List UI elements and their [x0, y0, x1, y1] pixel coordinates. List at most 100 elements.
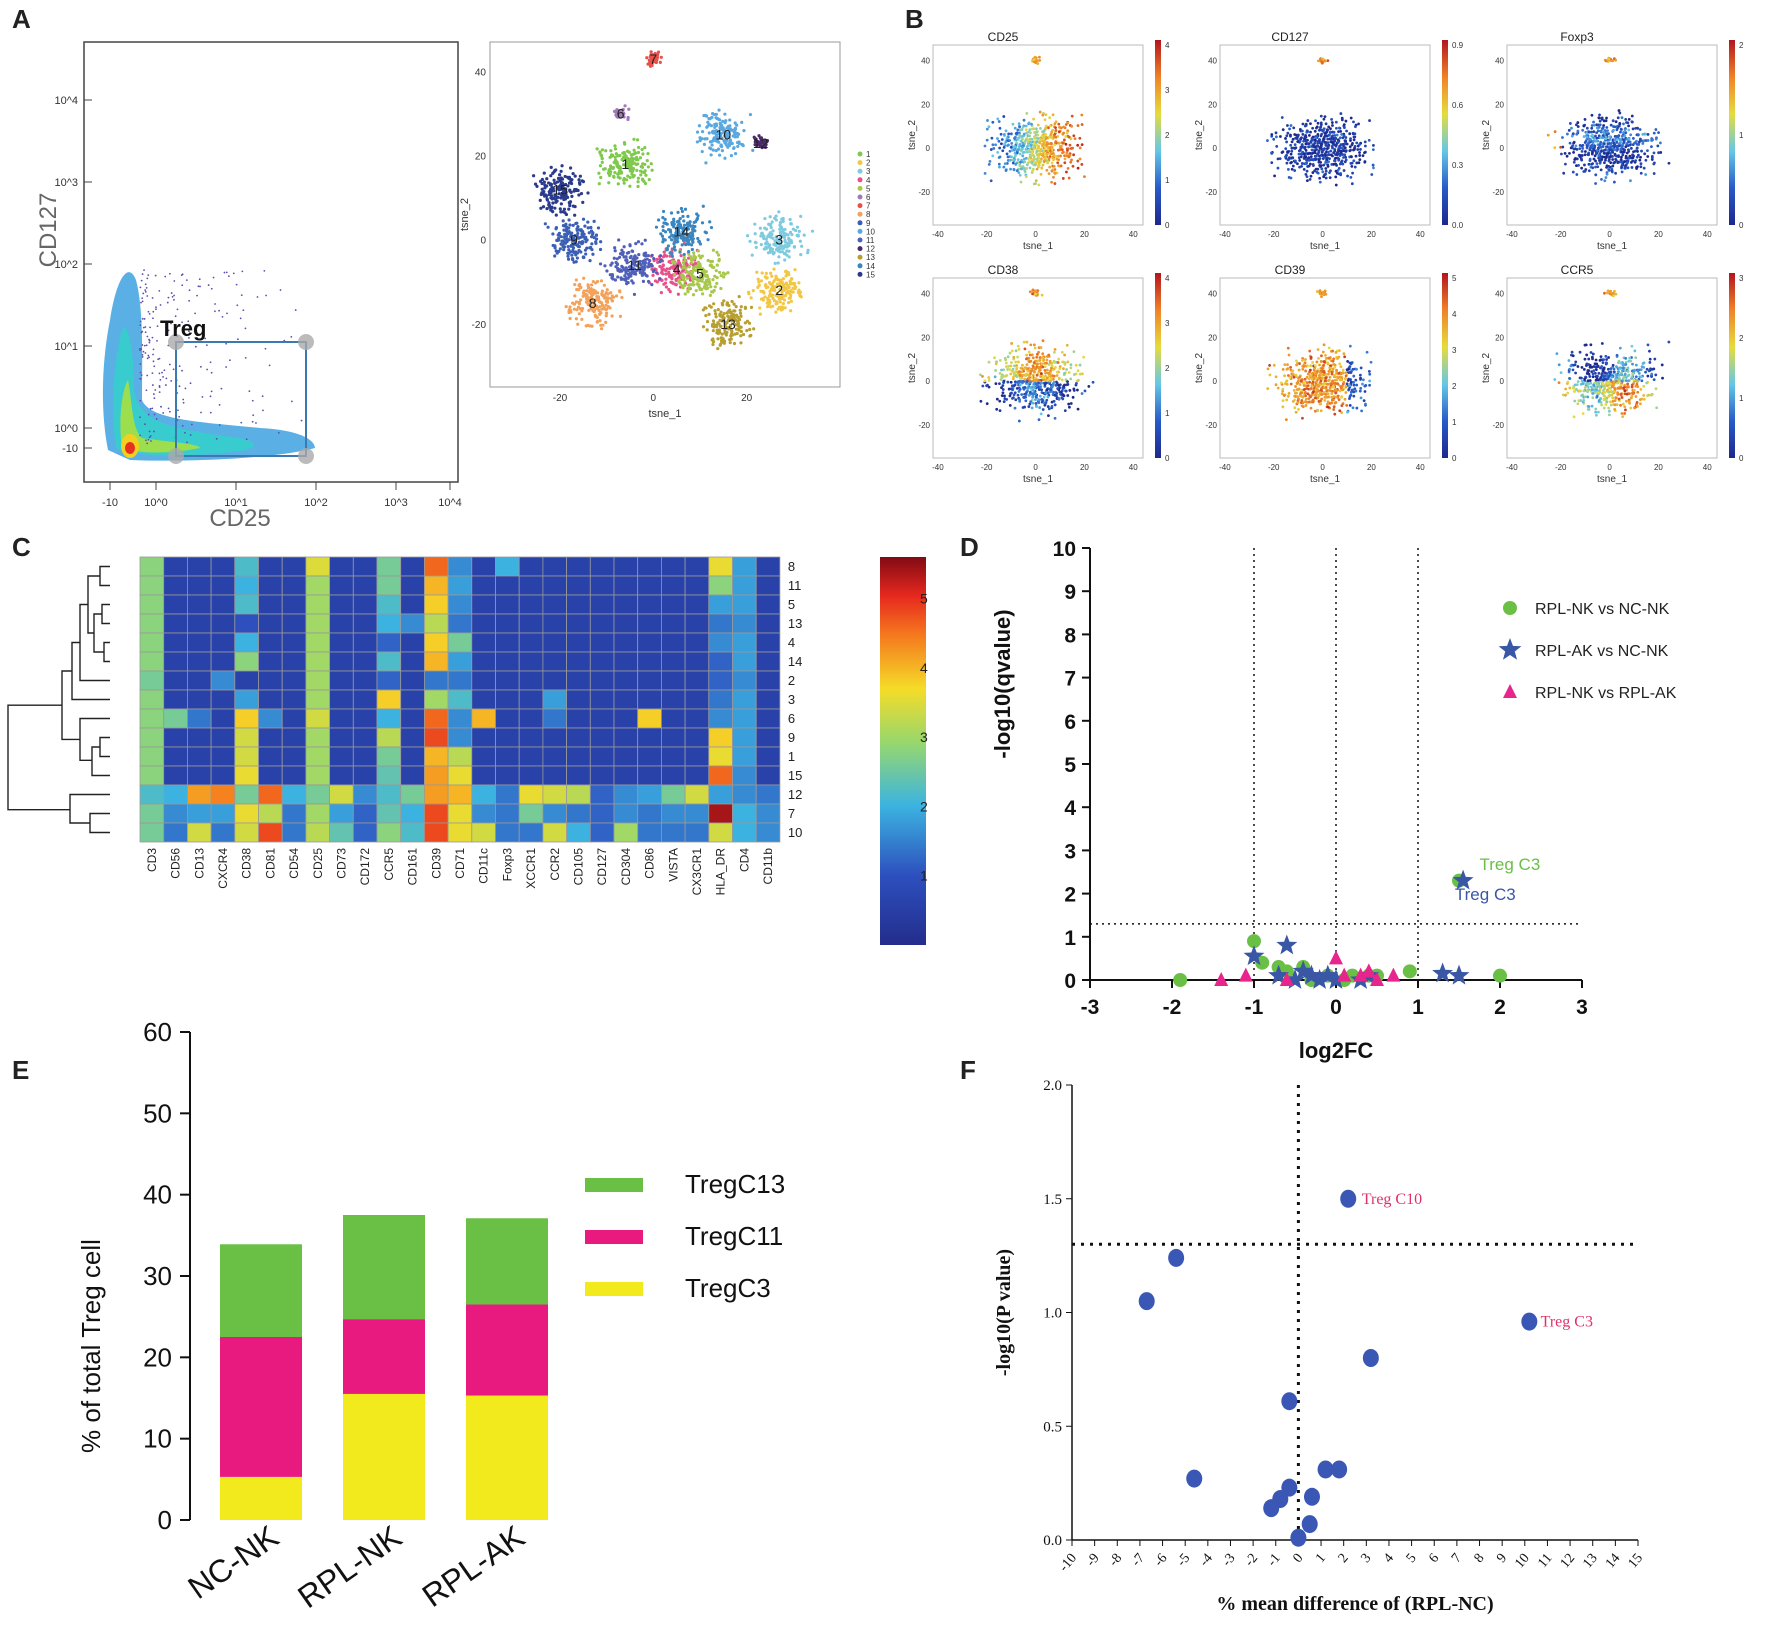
tsne-point [1296, 401, 1300, 405]
event-dot [210, 390, 213, 393]
flow-density-cloud [102, 272, 316, 461]
tsne-point [1333, 159, 1336, 163]
tsne-point [1635, 165, 1638, 169]
tsne-point [1335, 133, 1339, 137]
cluster-point [596, 226, 601, 230]
tsne-point [1321, 350, 1325, 354]
cluster-point [615, 257, 619, 261]
gate-handle-tl[interactable] [168, 334, 184, 350]
tsne-point [1063, 409, 1067, 413]
cluster-point [690, 247, 694, 252]
treg-gate[interactable] [175, 341, 307, 457]
tsne-point [1289, 143, 1293, 147]
colorbar-tick: 4 [1165, 41, 1170, 50]
cluster-point [646, 165, 650, 169]
gate-label: Treg [160, 316, 206, 341]
tsne-point [1332, 408, 1336, 411]
cluster-point [662, 282, 666, 286]
cluster-point [604, 299, 608, 303]
tsne-point [1319, 164, 1323, 168]
tsne-point [1001, 149, 1005, 153]
tsne-point [1053, 168, 1057, 171]
tsne-point [1319, 409, 1323, 413]
cluster-point [622, 115, 626, 119]
cluster-point [768, 235, 772, 239]
tsne-point [1072, 387, 1076, 391]
tsne-point [1601, 134, 1605, 138]
cluster-point [628, 243, 632, 247]
cluster-point [611, 166, 615, 170]
tsne-point [1324, 131, 1328, 135]
cluster-point [579, 191, 584, 196]
tsne-point [1312, 143, 1315, 147]
tsne-point [1031, 356, 1035, 360]
cluster-point [589, 283, 594, 287]
cluster-point [682, 219, 686, 223]
event-dot [171, 295, 174, 298]
cluster-point [612, 160, 616, 165]
cluster-point [691, 224, 695, 228]
event-dot [242, 309, 245, 312]
tsne-point [1620, 160, 1624, 164]
cluster-point [726, 271, 730, 275]
cluster-point [732, 130, 736, 134]
cluster-point [567, 207, 571, 211]
cluster-point [719, 144, 723, 148]
gate-handle-br[interactable] [298, 448, 314, 464]
tsne-point [1608, 151, 1612, 155]
tsne-point [1018, 173, 1022, 177]
tsne-point [1022, 340, 1026, 344]
cluster-point [665, 267, 669, 271]
tsne-point [1025, 366, 1029, 370]
tsne-point [1008, 351, 1012, 355]
tsne-point [1575, 123, 1578, 127]
tsne-point [1608, 135, 1612, 139]
gate-handle-bl[interactable] [168, 448, 184, 464]
tsne-point [1619, 147, 1623, 151]
cluster-point [783, 306, 787, 310]
tsne-point [1285, 379, 1289, 383]
event-dot [147, 274, 150, 277]
event-dot [155, 306, 157, 309]
cluster-point [785, 245, 789, 249]
cluster-point [763, 295, 767, 299]
tsne-point [1064, 135, 1068, 138]
tsne-point [987, 360, 991, 364]
tsne-point [1036, 62, 1040, 66]
cluster-point [682, 252, 686, 257]
tsne-point [1325, 147, 1329, 151]
tsne-point [1045, 368, 1049, 372]
legend-swatch [857, 185, 863, 191]
cluster-point [630, 156, 634, 160]
tsne-point [1316, 393, 1320, 397]
tsne-point [1266, 139, 1269, 142]
tsne-point [1053, 182, 1057, 185]
cluster-point [575, 256, 579, 260]
cluster-point [799, 295, 803, 299]
cluster-point [735, 331, 739, 336]
x-tick-label: -20 [553, 393, 568, 404]
gate-handle-tr[interactable] [298, 334, 314, 350]
tsne-point [1003, 142, 1007, 146]
tsne-point [1585, 126, 1589, 130]
tsne-point [1052, 165, 1056, 168]
tsne-point [1594, 134, 1597, 138]
tsne-point [1368, 383, 1371, 387]
cluster-point [775, 292, 779, 296]
tsne-point [1059, 392, 1063, 396]
cluster-point [645, 159, 649, 163]
tsne-point [995, 360, 998, 364]
cluster-point [709, 147, 713, 151]
tsne-point [1583, 169, 1587, 173]
tsne-point [1574, 144, 1578, 148]
tsne-point [1052, 175, 1055, 179]
tsne-point [1372, 143, 1375, 147]
tsne-point [1013, 406, 1017, 410]
tsne-point [1331, 349, 1335, 353]
x-tick-label: -40 [932, 463, 944, 472]
cluster-point [707, 312, 711, 316]
event-dot [244, 356, 247, 359]
tsne-point [1622, 122, 1625, 126]
tsne-point [1078, 136, 1082, 140]
tsne-point [1048, 149, 1052, 153]
